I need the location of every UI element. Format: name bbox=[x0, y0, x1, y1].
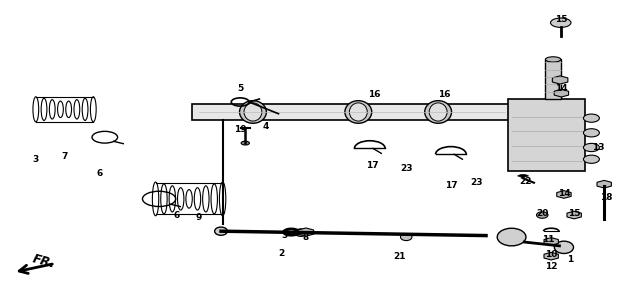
Text: 14: 14 bbox=[557, 189, 570, 198]
Ellipse shape bbox=[349, 103, 367, 121]
Text: 4: 4 bbox=[262, 122, 269, 132]
Text: 17: 17 bbox=[366, 160, 379, 170]
Ellipse shape bbox=[584, 143, 600, 152]
Circle shape bbox=[550, 18, 571, 27]
Ellipse shape bbox=[345, 101, 372, 123]
Ellipse shape bbox=[295, 229, 307, 236]
Ellipse shape bbox=[584, 114, 600, 122]
Text: 14: 14 bbox=[555, 84, 568, 93]
Bar bbox=[508, 99, 585, 171]
Ellipse shape bbox=[401, 234, 412, 241]
Ellipse shape bbox=[214, 227, 227, 235]
Ellipse shape bbox=[536, 212, 548, 218]
Text: 5: 5 bbox=[237, 84, 243, 93]
Text: 15: 15 bbox=[555, 15, 568, 24]
Text: 15: 15 bbox=[568, 209, 580, 218]
Text: 21: 21 bbox=[394, 252, 406, 261]
Text: 6: 6 bbox=[173, 211, 179, 219]
Text: 9: 9 bbox=[195, 214, 202, 222]
Text: 16: 16 bbox=[368, 90, 381, 99]
Wedge shape bbox=[518, 175, 529, 178]
Text: 2: 2 bbox=[278, 249, 285, 258]
Text: 12: 12 bbox=[545, 262, 557, 271]
Ellipse shape bbox=[241, 141, 250, 145]
Text: 23: 23 bbox=[470, 178, 483, 187]
Ellipse shape bbox=[244, 103, 262, 121]
Text: 8: 8 bbox=[303, 232, 309, 242]
Ellipse shape bbox=[584, 129, 600, 137]
Text: 16: 16 bbox=[438, 90, 451, 99]
Bar bbox=[192, 104, 511, 119]
Text: 18: 18 bbox=[600, 193, 612, 202]
Text: 3: 3 bbox=[282, 231, 288, 240]
Ellipse shape bbox=[554, 241, 573, 253]
Ellipse shape bbox=[239, 101, 266, 123]
Bar bbox=[545, 59, 561, 99]
Ellipse shape bbox=[545, 57, 561, 62]
Text: 3: 3 bbox=[33, 155, 39, 164]
Ellipse shape bbox=[429, 103, 447, 121]
Text: 10: 10 bbox=[545, 250, 557, 259]
Ellipse shape bbox=[497, 228, 526, 246]
Text: 6: 6 bbox=[97, 169, 103, 178]
Text: FR.: FR. bbox=[31, 252, 56, 271]
Text: 13: 13 bbox=[591, 143, 604, 152]
Ellipse shape bbox=[425, 101, 452, 123]
Text: 17: 17 bbox=[445, 181, 457, 190]
Text: 7: 7 bbox=[61, 152, 68, 161]
Text: 20: 20 bbox=[536, 209, 548, 218]
Text: 22: 22 bbox=[520, 177, 532, 186]
Text: 19: 19 bbox=[234, 125, 246, 135]
Text: 11: 11 bbox=[542, 235, 555, 245]
Ellipse shape bbox=[584, 155, 600, 163]
Text: 23: 23 bbox=[400, 163, 412, 173]
Text: 1: 1 bbox=[567, 255, 573, 263]
